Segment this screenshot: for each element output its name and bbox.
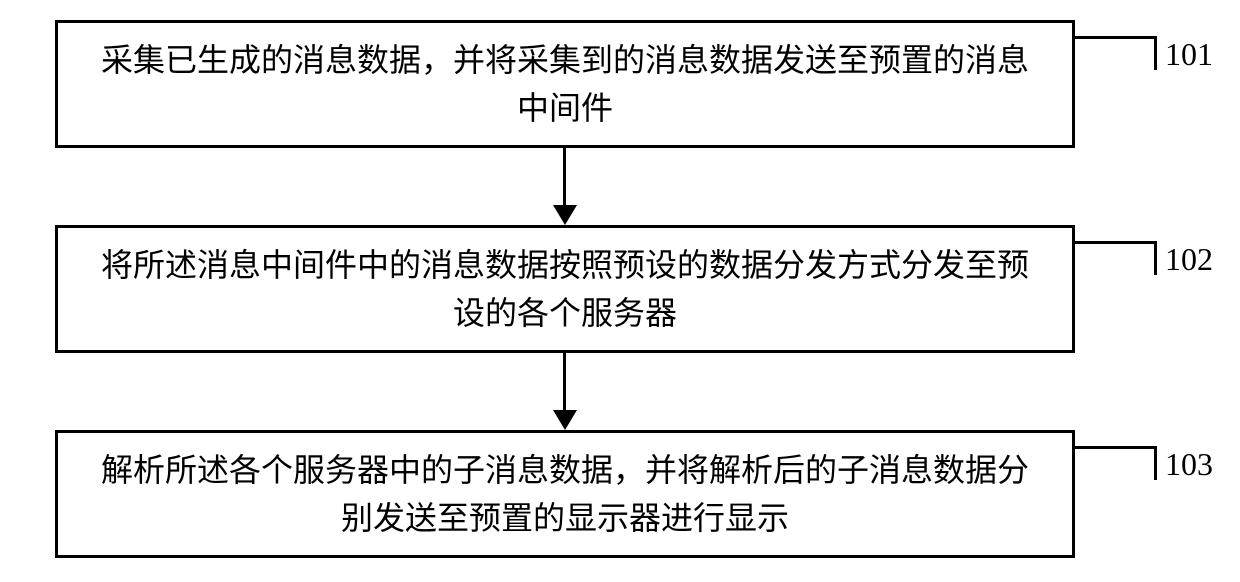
arrow-head-2 xyxy=(553,410,577,430)
arrow-stem-2 xyxy=(563,353,566,410)
connector-v-101 xyxy=(1154,36,1157,70)
connector-v-103 xyxy=(1154,446,1157,480)
arrow-stem-1 xyxy=(563,148,566,205)
step-label-102: 102 xyxy=(1165,241,1213,278)
step-text: 将所述消息中间件中的消息数据按照预设的数据分发方式分发至预设的各个服务器 xyxy=(98,241,1032,337)
step-box-101: 采集已生成的消息数据，并将采集到的消息数据发送至预置的消息中间件 xyxy=(55,20,1075,148)
step-box-102: 将所述消息中间件中的消息数据按照预设的数据分发方式分发至预设的各个服务器 xyxy=(55,225,1075,353)
connector-h-101 xyxy=(1075,36,1157,39)
connector-h-102 xyxy=(1075,241,1157,244)
step-label-103: 103 xyxy=(1165,446,1213,483)
step-box-103: 解析所述各个服务器中的子消息数据，并将解析后的子消息数据分别发送至预置的显示器进… xyxy=(55,430,1075,558)
flowchart-canvas: 采集已生成的消息数据，并将采集到的消息数据发送至预置的消息中间件 101 将所述… xyxy=(0,0,1240,582)
connector-v-102 xyxy=(1154,241,1157,275)
connector-h-103 xyxy=(1075,446,1157,449)
step-text: 采集已生成的消息数据，并将采集到的消息数据发送至预置的消息中间件 xyxy=(98,36,1032,132)
step-label-101: 101 xyxy=(1165,36,1213,73)
arrow-head-1 xyxy=(553,205,577,225)
step-text: 解析所述各个服务器中的子消息数据，并将解析后的子消息数据分别发送至预置的显示器进… xyxy=(98,446,1032,542)
